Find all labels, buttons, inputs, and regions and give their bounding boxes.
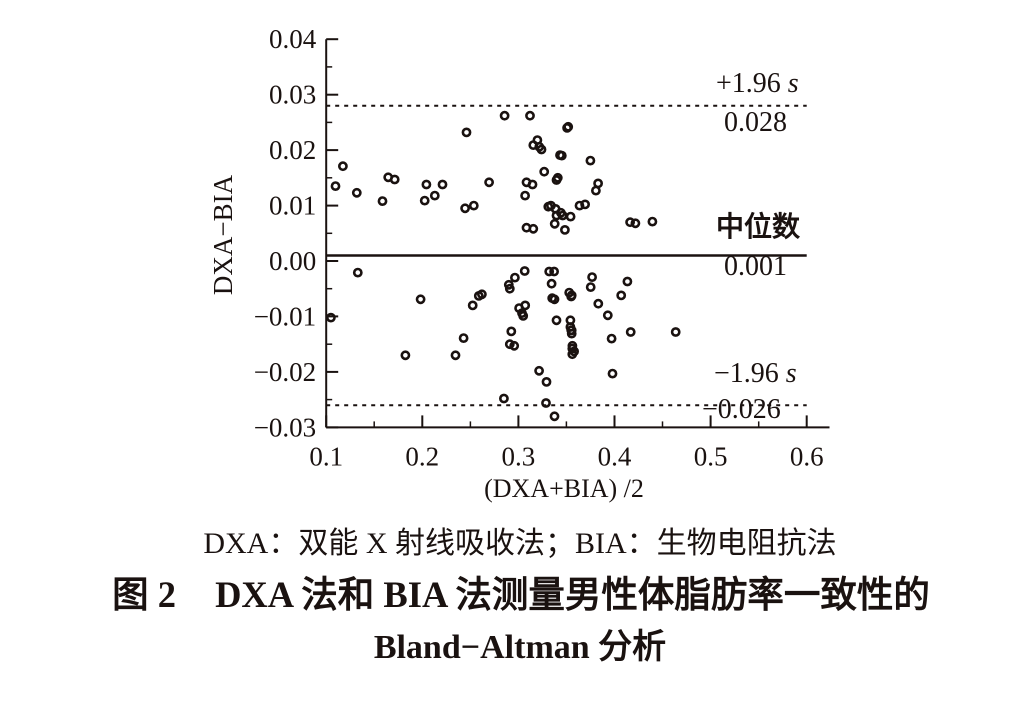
svg-text:DXA−BIA: DXA−BIA	[208, 174, 238, 295]
svg-text:0.4: 0.4	[598, 441, 632, 471]
svg-text:0.00: 0.00	[269, 246, 316, 276]
svg-text:+1.96 s: +1.96 s	[716, 68, 799, 99]
svg-text:0.03: 0.03	[269, 80, 316, 110]
svg-text:−1.96 s: −1.96 s	[714, 358, 797, 389]
svg-text:0.028: 0.028	[724, 107, 787, 138]
svg-text:0.5: 0.5	[694, 441, 728, 471]
svg-text:0.02: 0.02	[269, 135, 316, 165]
svg-text:DXA：双能 X 射线吸收法；BIA：生物电阻抗法: DXA：双能 X 射线吸收法；BIA：生物电阻抗法	[203, 527, 836, 560]
svg-text:−0.02: −0.02	[254, 357, 316, 387]
svg-text:0.01: 0.01	[269, 191, 316, 221]
svg-text:中位数: 中位数	[716, 210, 801, 243]
svg-text:−0.026: −0.026	[702, 394, 781, 425]
svg-text:0.6: 0.6	[790, 441, 824, 471]
svg-text:−0.03: −0.03	[254, 412, 316, 442]
svg-text:0.2: 0.2	[405, 441, 439, 471]
svg-text:0.1: 0.1	[309, 441, 343, 471]
svg-text:−0.01: −0.01	[254, 301, 316, 331]
svg-text:图 2 DXA 法和 BIA 法测量男性体脂肪率一致性的: 图 2 DXA 法和 BIA 法测量男性体脂肪率一致性的	[112, 574, 930, 615]
svg-text:(DXA+BIA) /2: (DXA+BIA) /2	[484, 474, 644, 503]
svg-text:0.04: 0.04	[269, 24, 317, 54]
svg-text:Bland−Altman 分析: Bland−Altman 分析	[374, 628, 666, 666]
svg-text:0.001: 0.001	[724, 251, 787, 282]
svg-text:0.3: 0.3	[502, 441, 536, 471]
